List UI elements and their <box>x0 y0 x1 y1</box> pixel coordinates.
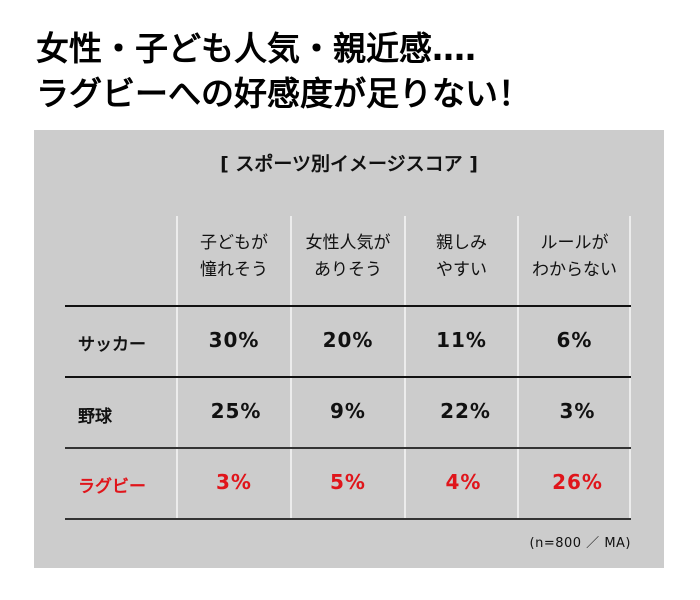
score-table-panel: [ スポーツ別イメージスコア ] 子どもが 憧れそう 女性人気が ありそう 親し… <box>34 130 664 568</box>
column-header-kids-admire: 子どもが 憧れそう <box>200 233 268 280</box>
row-label-rugby: ラグビー <box>78 477 146 497</box>
cell-baseball-kids-admire: 25% <box>210 399 262 423</box>
column-divider <box>517 216 519 519</box>
cell-rugby-kids-admire: 3% <box>216 470 252 494</box>
cell-soccer-approachable: 11% <box>436 328 487 352</box>
column-divider <box>176 216 178 519</box>
cell-baseball-approachable: 22% <box>440 399 491 423</box>
cell-soccer-rules-unclear: 6% <box>556 328 593 352</box>
sample-size-note: (n=800 ／ MA) <box>529 536 631 551</box>
cell-soccer-popular-with-women: 20% <box>322 328 374 352</box>
headline-line-1: 女性・子ども人気・親近感‥‥ <box>36 29 477 68</box>
table-title: [ スポーツ別イメージスコア ] <box>220 153 478 175</box>
row-label-baseball: 野球 <box>78 407 112 427</box>
column-header-rules-unclear: ルールが わからない <box>532 233 617 280</box>
column-divider <box>629 216 631 519</box>
row-label-soccer: サッカー <box>78 335 146 355</box>
column-header-popular-with-women: 女性人気が ありそう <box>305 233 391 280</box>
cell-soccer-kids-admire: 30% <box>208 328 260 352</box>
column-header-approachable: 親しみ やすい <box>436 233 487 280</box>
cell-baseball-popular-with-women: 9% <box>330 399 366 423</box>
row-divider <box>65 305 631 307</box>
cell-baseball-rules-unclear: 3% <box>559 399 596 423</box>
cell-rugby-approachable: 4% <box>445 470 482 494</box>
headline: 女性・子ども人気・親近感‥‥ ラグビーへの好感度が足りない！ <box>36 26 531 116</box>
row-divider <box>65 376 631 378</box>
row-divider <box>65 447 631 449</box>
column-divider <box>290 216 292 519</box>
row-divider <box>65 518 631 520</box>
headline-line-2: ラグビーへの好感度が足りない！ <box>36 74 531 113</box>
cell-rugby-popular-with-women: 5% <box>330 470 366 494</box>
column-divider <box>404 216 406 519</box>
cell-rugby-rules-unclear: 26% <box>552 470 603 494</box>
